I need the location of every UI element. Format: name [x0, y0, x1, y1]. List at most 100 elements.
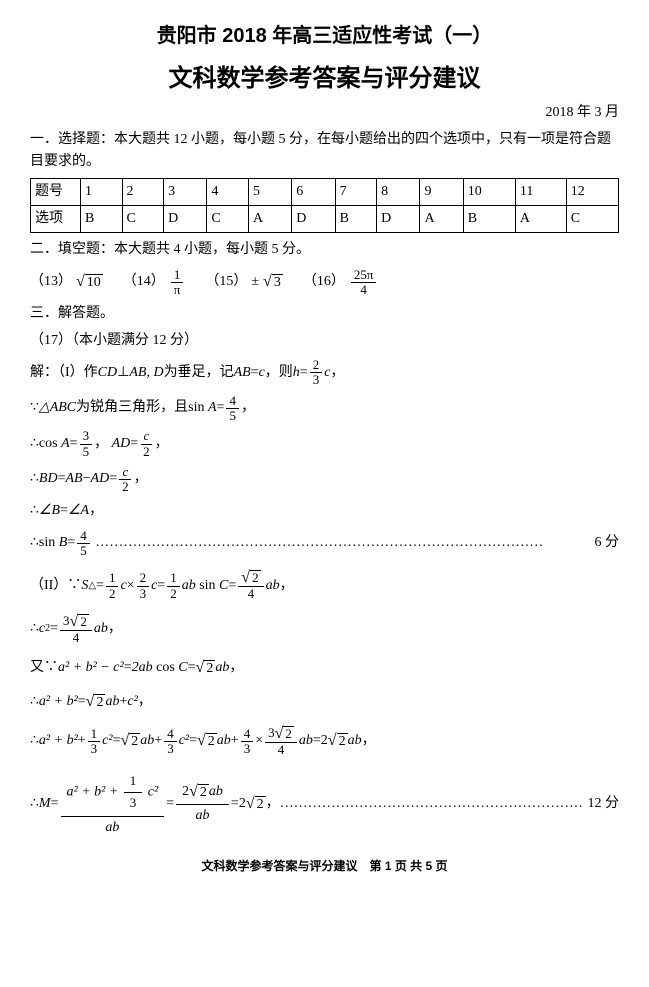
frac-den: 4 — [357, 283, 370, 297]
var: ∠B — [39, 500, 60, 522]
dotted-line — [280, 793, 584, 815]
cell: 6 — [292, 178, 335, 205]
cell: 8 — [377, 178, 420, 205]
frac-den: 2 — [167, 587, 180, 601]
fill-item-14: （14） 1π — [123, 268, 186, 298]
frac-den: 4 — [275, 743, 288, 757]
fill-item-16: （16） 25π4 — [303, 268, 379, 298]
var: a² + b² + — [67, 785, 119, 800]
frac-num: 1 — [106, 571, 119, 586]
op: cos — [39, 433, 58, 455]
var: AB — [234, 362, 251, 384]
op: = — [251, 362, 259, 384]
var: ab — [105, 691, 119, 713]
text: ， — [138, 691, 152, 713]
cell: D — [377, 205, 420, 232]
frac-den: 3 — [124, 793, 143, 814]
sqrt-value: 2 — [250, 570, 261, 585]
frac-num: 1 — [171, 268, 184, 283]
section1-intro: 一．选择题：本大题共 12 小题，每小题 5 分，在每小题给出的四个选项中，只有… — [30, 129, 619, 174]
frac-num: 4 — [164, 727, 177, 742]
frac-den: 5 — [226, 409, 239, 423]
text: 解：（I）作 — [30, 362, 98, 384]
var: B — [59, 532, 68, 554]
score-label: 6 分 — [595, 532, 620, 554]
var: A — [208, 397, 217, 419]
var: AD — [91, 468, 110, 490]
var: 2ab — [132, 657, 153, 679]
var: a² + b² — [39, 730, 78, 752]
cell: 3 — [164, 178, 207, 205]
sqrt-value: 2 — [255, 796, 266, 812]
text: ， — [94, 433, 108, 455]
frac-den: 4 — [245, 587, 258, 601]
frac-den: 3 — [137, 587, 150, 601]
cell: A — [420, 205, 463, 232]
label: （15） — [205, 271, 247, 293]
frac-den: π — [171, 283, 184, 297]
frac-num: 4 — [241, 727, 254, 742]
text: ， — [241, 397, 255, 419]
cell: 10 — [463, 178, 515, 205]
solution-line-8: ∴ c2 = 3√24 ab ， — [30, 614, 619, 645]
text: 又∵ — [30, 657, 58, 679]
sqrt-value: 2 — [94, 694, 105, 710]
var: C — [178, 657, 187, 679]
cell: B — [81, 205, 123, 232]
var: CD — [98, 362, 117, 384]
frac-num: c — [141, 429, 153, 444]
var: ∠A — [68, 500, 89, 522]
var: ab — [94, 618, 108, 640]
var: AD — [112, 433, 131, 455]
solution-line-12: ∴ M = a² + b² + 13 c² ab = 2√2ab ab = 2√… — [30, 769, 619, 839]
frac-den: ab — [99, 817, 125, 839]
var: AB — [66, 468, 83, 490]
cell: B — [335, 205, 377, 232]
sqrt-value: 2 — [129, 733, 140, 749]
cell: C — [207, 205, 249, 232]
var: ab — [209, 784, 223, 799]
frac-den: 2 — [119, 480, 132, 494]
doc-title: 文科数学参考答案与评分建议 — [30, 60, 619, 98]
text: ， — [89, 500, 103, 522]
cell: 9 — [420, 178, 463, 205]
op: sin — [199, 575, 215, 597]
frac-num: 1 — [167, 571, 180, 586]
op: cos — [156, 657, 175, 679]
frac-den: 2 — [140, 445, 153, 459]
sqrt-value: 2 — [206, 733, 217, 749]
cell: 5 — [248, 178, 291, 205]
table-row: 选项 B C D C A D B D A B A C — [31, 205, 619, 232]
op: ∴ — [30, 793, 39, 815]
exam-date: 2018 年 3 月 — [30, 102, 619, 124]
dotted-line — [95, 532, 590, 554]
var: A — [61, 433, 70, 455]
op: ∴ — [30, 500, 39, 522]
frac-den: 5 — [80, 445, 93, 459]
fill-item-13: （13） √10 — [30, 271, 103, 293]
text: ， — [229, 657, 243, 679]
text: ， — [155, 433, 169, 455]
cell: D — [292, 205, 335, 232]
op: sin — [188, 397, 204, 419]
cell: C — [566, 205, 618, 232]
text: ， — [280, 575, 294, 597]
text: , D — [146, 362, 163, 384]
solution-line-11: ∴ a² + b² + 13 c² = √2 ab + 43 c² = √2 a… — [30, 726, 619, 757]
var: C — [219, 575, 228, 597]
cell: A — [515, 205, 566, 232]
var: ab — [215, 657, 229, 679]
var: BD — [39, 468, 58, 490]
var: ab — [140, 730, 154, 752]
op: ∵ — [30, 397, 39, 419]
score-label: 12 分 — [588, 793, 620, 815]
text: ， — [330, 362, 344, 384]
op: ∴ — [30, 730, 39, 752]
label: （13） — [30, 271, 72, 293]
table-row: 题号 1 2 3 4 5 6 7 8 9 10 11 12 — [31, 178, 619, 205]
solution-line-5: ∴ ∠B = ∠A ， — [30, 500, 619, 522]
op: ∴ — [30, 618, 39, 640]
op: sin — [39, 532, 55, 554]
var: △ABC — [39, 397, 76, 419]
frac-den: 3 — [164, 742, 177, 756]
